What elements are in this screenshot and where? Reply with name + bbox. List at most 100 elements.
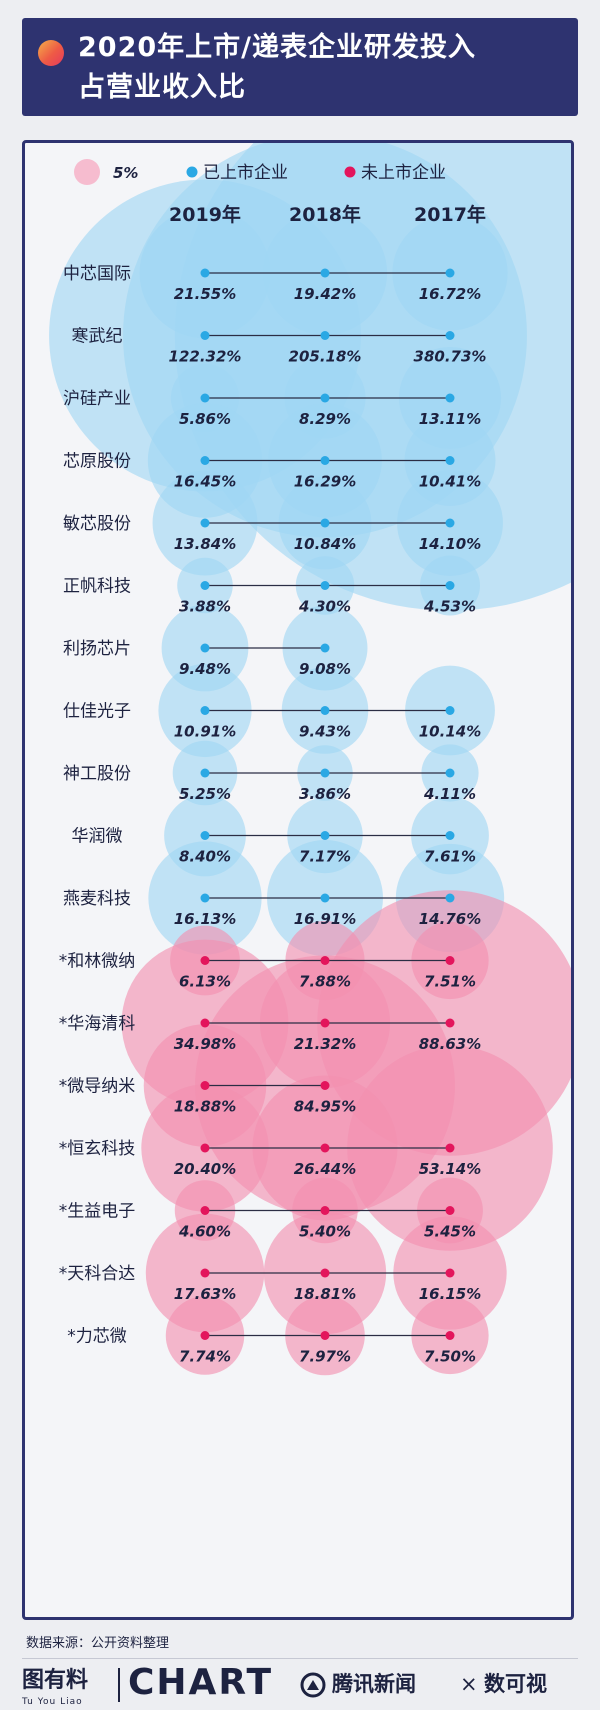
company-name: 敏芯股份 — [63, 514, 131, 534]
company-name: 利扬芯片 — [63, 639, 131, 659]
data-point — [320, 581, 330, 590]
value-label: 9.08% — [299, 660, 351, 678]
company-name: *微导纳米 — [59, 1077, 136, 1097]
value-label: 26.44% — [294, 1160, 356, 1178]
value-label: 5.45% — [424, 1223, 476, 1241]
company-name: *华海清科 — [59, 1014, 136, 1034]
value-label: 88.63% — [419, 1035, 481, 1053]
brand-tuyouliao-subtitle: Tu You Liao — [22, 1697, 83, 1707]
data-point — [200, 268, 210, 278]
company-name: 中芯国际 — [63, 264, 131, 284]
value-label: 16.72% — [419, 285, 481, 303]
legend-listed-dot — [186, 166, 198, 178]
value-label: 3.86% — [299, 785, 351, 803]
data-point — [200, 706, 210, 715]
data-point — [320, 393, 330, 403]
data-point — [445, 956, 455, 965]
company-name: 神工股份 — [63, 764, 131, 784]
legend-size-bubble — [74, 159, 100, 185]
data-point — [445, 1331, 455, 1340]
value-label: 7.61% — [424, 848, 476, 866]
value-label: 18.81% — [294, 1285, 356, 1303]
data-point — [445, 393, 455, 403]
bubble-layer — [49, 143, 571, 1376]
value-label: 7.17% — [299, 848, 351, 866]
brand-cross: × — [460, 1672, 478, 1696]
value-label: 4.11% — [423, 785, 476, 803]
year-header-2: 2017年 — [414, 203, 486, 226]
value-label: 14.76% — [419, 910, 481, 928]
value-label: 9.48% — [179, 660, 231, 678]
data-point — [320, 331, 330, 340]
data-point — [445, 706, 455, 715]
value-label: 34.98% — [174, 1035, 236, 1053]
company-name: 芯原股份 — [63, 452, 131, 472]
data-point — [200, 456, 210, 465]
legend-size-label: 5% — [113, 164, 138, 182]
data-point — [200, 768, 210, 778]
data-point — [445, 893, 455, 903]
data-point — [200, 643, 210, 653]
data-point — [200, 1206, 210, 1215]
value-label: 205.18% — [289, 348, 362, 366]
company-name: 华润微 — [72, 827, 123, 847]
data-point — [320, 706, 330, 715]
value-label: 5.40% — [299, 1223, 351, 1241]
value-label: 122.32% — [169, 348, 242, 366]
data-point — [445, 768, 455, 778]
data-point — [320, 956, 330, 965]
data-point — [445, 1206, 455, 1215]
page-title-line-1: 2020年上市/递表企业研发投入 — [78, 32, 477, 63]
brand-separator — [118, 1668, 120, 1702]
company-name: 正帆科技 — [63, 577, 131, 597]
brand-tencent-news: 腾讯新闻 — [332, 1672, 416, 1696]
company-name: *天科合达 — [59, 1264, 136, 1284]
tencent-news-icon — [300, 1672, 326, 1698]
data-point — [200, 518, 210, 528]
legend-unlisted-label: 未上市企业 — [361, 163, 446, 183]
value-label: 53.14% — [419, 1160, 481, 1178]
data-point — [200, 331, 210, 340]
value-label: 18.88% — [174, 1098, 236, 1116]
value-label: 10.91% — [174, 723, 236, 741]
brand-shuyushi: 数可视 — [484, 1672, 547, 1696]
data-point — [320, 1081, 330, 1090]
value-label: 16.15% — [419, 1285, 481, 1303]
data-point — [320, 456, 330, 465]
value-label: 14.10% — [419, 535, 481, 553]
header-banner: 2020年上市/递表企业研发投入 占营业收入比 — [22, 18, 578, 116]
legend-unlisted-dot — [344, 166, 356, 178]
data-point — [320, 1331, 330, 1340]
company-name: *恒玄科技 — [59, 1139, 136, 1159]
company-name: 寒武纪 — [72, 327, 123, 347]
data-point — [320, 643, 330, 653]
value-label: 5.86% — [179, 410, 231, 428]
value-label: 17.63% — [174, 1285, 236, 1303]
data-point — [200, 1081, 210, 1090]
data-point — [320, 1018, 330, 1028]
value-label: 7.50% — [424, 1348, 476, 1366]
value-label: 16.29% — [294, 473, 356, 491]
data-point — [200, 1331, 210, 1340]
value-label: 20.40% — [174, 1160, 236, 1178]
data-point — [445, 1018, 455, 1028]
data-point — [200, 1143, 210, 1153]
data-point — [445, 268, 455, 278]
company-name: 沪硅产业 — [63, 389, 131, 409]
value-label: 13.84% — [174, 535, 236, 553]
data-point — [445, 581, 455, 590]
value-label: 19.42% — [294, 285, 356, 303]
legend-listed-label: 已上市企业 — [203, 163, 288, 183]
marker-layer — [74, 159, 455, 1340]
footer-divider — [22, 1658, 578, 1659]
data-point — [445, 1268, 455, 1278]
value-label: 7.97% — [299, 1348, 351, 1366]
value-label: 7.51% — [424, 973, 476, 991]
company-name: *生益电子 — [59, 1202, 136, 1222]
data-point — [320, 831, 330, 840]
data-point — [320, 1268, 330, 1278]
value-label: 8.29% — [299, 410, 351, 428]
company-name: 燕麦科技 — [63, 889, 131, 909]
brand-tuyouliao-logo: 图有料 — [22, 1668, 89, 1693]
